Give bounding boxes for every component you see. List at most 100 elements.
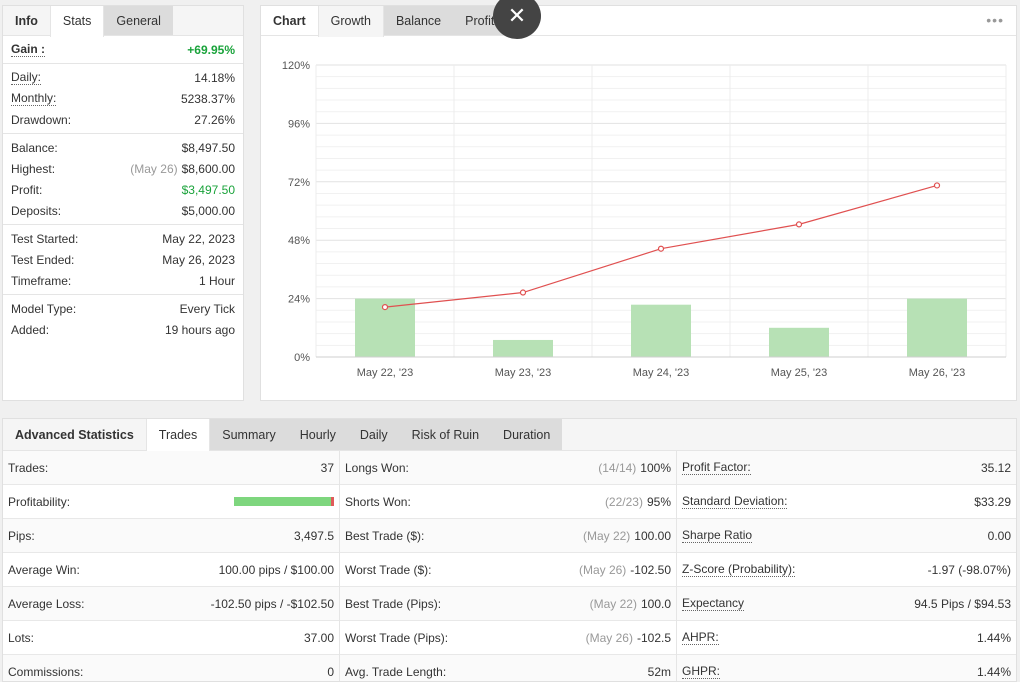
stat-row: Best Trade ($): (May 22) 100.00	[340, 519, 676, 553]
stat-value-wrap: $3,497.50	[182, 183, 235, 197]
stat-value-wrap: (May 26) -102.5	[586, 631, 671, 645]
stat-note: (May 22)	[589, 596, 637, 611]
stat-value-wrap: +69.95%	[187, 43, 235, 57]
stat-label: Timeframe:	[11, 273, 72, 288]
stat-row: Profitability:	[3, 485, 339, 519]
stat-groups: Gain : +69.95% Daily: 14.18% Monthly: 5238.37…	[3, 36, 243, 343]
stat-value-wrap: 19 hours ago	[165, 323, 235, 337]
growth-point	[933, 182, 941, 189]
x-tick-label: May 23, '23	[495, 367, 552, 379]
tab-risk-of-ruin[interactable]: Risk of Ruin	[399, 419, 492, 450]
stat-value-wrap: 37	[321, 461, 334, 475]
stat-value: $8,600.00	[181, 161, 235, 176]
stat-note: (May 26)	[585, 630, 633, 645]
stat-label[interactable]: Daily:	[11, 69, 42, 85]
growth-point	[657, 245, 665, 252]
stat-value: May 22, 2023	[162, 231, 235, 246]
trades-column: Trades: 37 Profitability: Pips: 3,497.5 Avera…	[3, 451, 340, 681]
tab-stats[interactable]: Stats	[49, 6, 105, 37]
stat-label: Model Type:	[11, 301, 77, 316]
stat-label[interactable]: Sharpe Ratio	[682, 527, 753, 543]
stat-label[interactable]: Gain :	[11, 41, 46, 57]
stat-row: Drawdown: 27.26%	[3, 109, 243, 130]
tab-growth[interactable]: Growth	[317, 6, 384, 37]
stat-label: Test Ended:	[11, 252, 75, 267]
stat-label: Drawdown:	[11, 112, 72, 127]
stat-label: Average Loss:	[8, 596, 85, 611]
stat-value: 100.0	[640, 596, 671, 611]
stat-label: Balance:	[11, 140, 58, 155]
stat-label: Test Started:	[11, 231, 79, 246]
stat-label[interactable]: Z-Score (Probability):	[682, 561, 796, 577]
stat-row: Profit Factor: 35.12	[677, 451, 1016, 485]
tab-trades[interactable]: Trades	[145, 419, 211, 452]
stat-note: (May 22)	[582, 528, 631, 543]
tab-daily[interactable]: Daily	[347, 419, 400, 450]
stat-row: GHPR: 1.44%	[677, 655, 1016, 681]
x-tick-label: May 22, '23	[357, 367, 414, 379]
advanced-tabs: Advanced Statistics Trades Summary Hourl…	[3, 419, 1016, 452]
stat-label[interactable]: Profit Factor:	[682, 459, 751, 475]
stat-note: (14/14)	[598, 460, 637, 475]
stat-value: 5238.37%	[180, 91, 235, 106]
growth-chart: 0% 24% 48% 72% 96% 120% May 22, '23 May 23, '23…	[282, 60, 1007, 379]
stat-value: 100.00 pips / $100.00	[218, 562, 334, 577]
stat-row: Profit: $3,497.50	[3, 179, 243, 200]
stat-row: Worst Trade ($): (May 26) -102.50	[340, 553, 676, 587]
growth-point	[795, 221, 803, 228]
tab-chart[interactable]: Chart	[261, 6, 318, 35]
stat-value: +69.95%	[187, 42, 235, 57]
advanced-grid: Trades: 37 Profitability: Pips: 3,497.5 Avera…	[3, 451, 1016, 681]
stat-row: Deposits: $5,000.00	[3, 200, 243, 221]
tab-balance[interactable]: Balance	[383, 6, 454, 35]
y-tick-label: 48%	[288, 235, 310, 247]
tab-general[interactable]: General	[104, 6, 173, 35]
stat-value-wrap: -102.50 pips / -$102.50	[211, 597, 334, 611]
stat-row: Avg. Trade Length: 52m	[340, 655, 676, 681]
tab-info[interactable]: Info	[3, 6, 50, 35]
stat-value: 0.00	[987, 528, 1011, 543]
stat-value: 3,497.5	[293, 528, 334, 543]
bar	[493, 339, 553, 357]
stat-group: Test Started: May 22, 2023 Test Ended: May …	[3, 225, 243, 295]
stat-value: $5,000.00	[181, 203, 235, 218]
stat-label[interactable]: Standard Deviation:	[682, 493, 788, 509]
growth-point	[519, 289, 527, 296]
stat-value: 94.5 Pips / $94.53	[914, 596, 1011, 611]
stat-value-wrap: 100.00 pips / $100.00	[219, 563, 334, 577]
stat-label[interactable]: Expectancy	[682, 595, 745, 611]
stat-value: 1.44%	[976, 630, 1011, 645]
wins-column: Longs Won: (14/14) 100% Shorts Won: (22/23) 9…	[340, 451, 677, 681]
tab-duration[interactable]: Duration	[491, 419, 563, 450]
tab-hourly[interactable]: Hourly	[287, 419, 348, 450]
stat-label: Shorts Won:	[345, 494, 411, 509]
stat-value: 100.00	[634, 528, 671, 543]
stat-value: -102.50 pips / -$102.50	[210, 596, 334, 611]
stat-note: (22/23)	[604, 494, 643, 509]
more-options-icon[interactable]: •••	[986, 12, 1004, 28]
tab-advanced-statistics[interactable]: Advanced Statistics	[3, 419, 146, 450]
stat-value-wrap: (May 26) -102.50	[579, 563, 671, 577]
chart-tabs: Chart Growth Balance Profit	[261, 6, 1016, 37]
stat-value-wrap: $33.29	[974, 495, 1011, 509]
stat-label[interactable]: AHPR:	[682, 629, 719, 645]
stat-group: Daily: 14.18% Monthly: 5238.37% Drawdown: 27.…	[3, 64, 243, 134]
close-icon[interactable]: ✕	[493, 0, 541, 39]
stat-row: Trades: 37	[3, 451, 339, 485]
profitability-bar	[234, 497, 334, 506]
tab-summary[interactable]: Summary	[210, 419, 288, 450]
stat-value-wrap: 0.00	[988, 529, 1011, 543]
stat-value: -1.97 (-98.07%)	[927, 562, 1011, 577]
advanced-statistics-panel: Advanced Statistics Trades Summary Hourl…	[2, 418, 1017, 682]
stat-value-wrap: May 22, 2023	[162, 232, 235, 246]
stat-label[interactable]: Monthly:	[11, 90, 57, 106]
stats-panel: Info Stats General Gain : +69.95% Daily: 14…	[2, 5, 244, 401]
stat-value: Every Tick	[179, 301, 235, 316]
stat-row: Longs Won: (14/14) 100%	[340, 451, 676, 485]
stat-label: Highest:	[11, 161, 56, 176]
stat-label[interactable]: GHPR:	[682, 663, 721, 679]
stat-value: 100%	[640, 460, 671, 475]
stat-row: Lots: 37.00	[3, 621, 339, 655]
stat-row: Monthly: 5238.37%	[3, 88, 243, 109]
stat-row: Commissions: 0	[3, 655, 339, 681]
